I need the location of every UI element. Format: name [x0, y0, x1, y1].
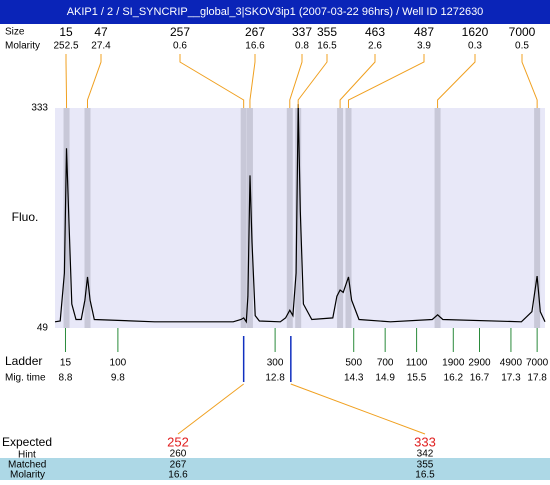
matched-value: 267	[170, 460, 187, 471]
ladder-time: 16.2	[444, 373, 464, 384]
hint-label: Hint	[18, 450, 36, 461]
peak-connector	[521, 54, 538, 108]
ladder-size: 1100	[406, 358, 428, 369]
hint-value: 260	[170, 449, 187, 460]
ladder-size: 500	[345, 358, 362, 369]
molarity-value: 16.5	[415, 470, 435, 480]
peak-band	[286, 108, 293, 328]
expected-size: 252	[167, 434, 189, 449]
title: AKIP1 / 2 / SI_SYNCRIP__global_3|SKOV3ip…	[67, 6, 484, 18]
trace	[54, 104, 546, 324]
peak-molarity: 16.5	[317, 41, 337, 52]
peak-molarity: 0.6	[173, 41, 187, 52]
peak-connector	[347, 54, 425, 108]
peak-connector	[65, 54, 68, 108]
expected-connector	[290, 383, 426, 435]
ladder-size: 100	[110, 358, 127, 369]
molarity-label: Molarity	[10, 470, 45, 480]
ladder-time: 15.5	[407, 373, 427, 384]
matched-band	[0, 458, 550, 480]
peak-molarity: 2.6	[368, 41, 382, 52]
ladder-time: 17.3	[501, 373, 521, 384]
matched-value: 355	[417, 460, 434, 471]
peak-size: 267	[245, 25, 265, 39]
peak-size: 15	[59, 25, 73, 39]
ladder-time: 17.8	[527, 373, 547, 384]
peak-size: 337	[292, 25, 312, 39]
mig-time-label: Mig. time	[5, 373, 46, 384]
ladder-size: 15	[60, 358, 72, 369]
peak-size: 257	[170, 25, 190, 39]
title-bar	[0, 0, 550, 24]
peak-band	[337, 108, 344, 328]
y-tick-label: 333	[31, 103, 48, 114]
peak-band	[84, 108, 91, 328]
peak-size: 463	[365, 25, 385, 39]
ladder-size: 1900	[442, 358, 465, 369]
peak-size: 355	[317, 25, 337, 39]
ladder-time: 12.8	[265, 373, 285, 384]
ladder-time: 14.3	[344, 373, 364, 384]
peak-band	[345, 108, 352, 328]
peak-band	[295, 108, 302, 328]
peak-molarity: 16.6	[245, 41, 265, 52]
peak-connector	[289, 54, 303, 108]
peak-size-header: Size	[5, 27, 25, 38]
peak-connector	[437, 54, 476, 108]
ladder-size: 700	[377, 358, 394, 369]
peak-band	[246, 108, 253, 328]
y-axis-label: Fluo.	[12, 210, 39, 224]
peak-molarity: 0.5	[515, 41, 529, 52]
peak-molarity: 27.4	[91, 41, 111, 52]
peak-size: 47	[94, 25, 108, 39]
ladder-time: 8.8	[59, 373, 73, 384]
peak-molarity: 3.9	[417, 41, 431, 52]
ladder-label: Ladder	[5, 354, 42, 368]
ladder-size: 4900	[500, 358, 523, 369]
peak-size: 487	[414, 25, 434, 39]
peak-size: 1620	[462, 25, 489, 39]
peak-connector	[86, 54, 102, 108]
peak-band	[434, 108, 441, 328]
peak-molarity: 252.5	[53, 41, 78, 52]
peak-band	[63, 108, 70, 328]
expected-label: Expected	[2, 435, 52, 449]
ladder-size: 300	[267, 358, 284, 369]
peak-band	[534, 108, 541, 328]
ladder-size: 7000	[526, 358, 549, 369]
ladder-time: 14.9	[375, 373, 395, 384]
peak-connector	[179, 54, 245, 108]
peak-connector	[297, 54, 328, 108]
molarity-value: 16.6	[168, 470, 188, 480]
ladder-time: 16.7	[470, 373, 490, 384]
peak-band	[240, 108, 247, 328]
y-tick-label: 49	[37, 323, 49, 334]
expected-size: 333	[414, 434, 436, 449]
peak-molarity: 0.8	[295, 41, 309, 52]
peak-molarity: 0.3	[468, 41, 482, 52]
matched-label: Matched	[8, 460, 46, 471]
peak-connector	[249, 54, 256, 108]
peak-connector	[339, 54, 376, 108]
expected-connector	[177, 383, 244, 435]
peak-molarity-header: Molarity	[5, 41, 40, 52]
peak-size: 7000	[509, 25, 536, 39]
ladder-time: 9.8	[111, 373, 125, 384]
ladder-size: 2900	[468, 358, 491, 369]
hint-value: 342	[417, 449, 434, 460]
